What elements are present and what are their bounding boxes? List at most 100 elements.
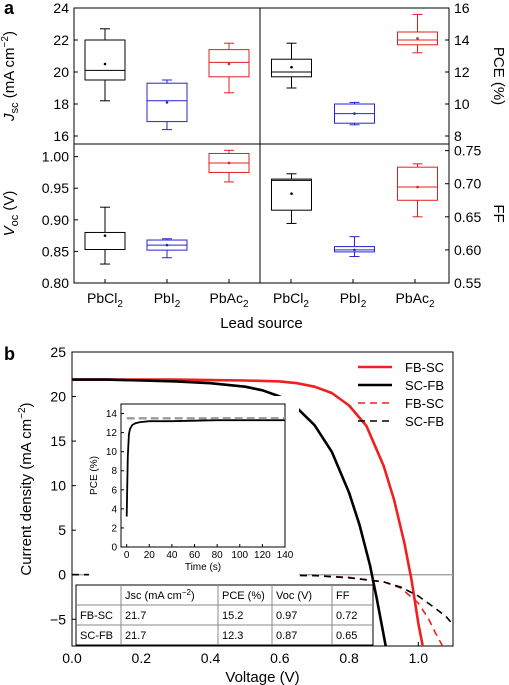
a-pce-ytick-label: 12 — [454, 64, 470, 80]
a-xtick-label-base: PbAc — [395, 290, 428, 306]
a-ff-ylabel: FF — [490, 204, 507, 222]
table-header-text: PCE (%) — [222, 590, 265, 602]
b-ylabel-exp: −2 — [17, 407, 28, 419]
b-xtick-label: 0.0 — [62, 650, 82, 666]
table-cell: 21.7 — [125, 610, 146, 622]
a-xtick-label: PbI2 — [154, 290, 181, 310]
panel-a-frame — [73, 7, 450, 284]
a-jsc-ytick-label: 24 — [53, 0, 69, 16]
table-cell: 0.87 — [276, 630, 297, 642]
b-ytick-label: −5 — [50, 611, 66, 627]
a-ff-ytick-label: 0.55 — [454, 275, 481, 291]
a-jsc-box — [146, 79, 188, 131]
a-ff-ytick-label: 0.70 — [454, 176, 481, 192]
a-ff-box — [334, 236, 375, 258]
legend-label: FB-SC — [405, 360, 444, 375]
a-xtick-label: PbI2 — [340, 290, 367, 310]
inset-xtick-label: 20 — [144, 550, 156, 561]
b-ytick-label: 25 — [50, 344, 66, 360]
inset-xlabel: Time (s) — [185, 562, 221, 573]
a-pce-ytick-label: 14 — [454, 32, 470, 48]
a-jsc-ytick-label: 16 — [53, 128, 69, 144]
a-jsc-ytick-label: 22 — [53, 32, 69, 48]
b-ytick-label: 15 — [50, 433, 66, 449]
a-voc-ylabel-main: V — [1, 224, 18, 236]
table-header-cell: PCE (%) — [222, 590, 265, 602]
inset-ytick-label: 2 — [111, 523, 117, 534]
inset-xtick-label: 0 — [124, 550, 130, 561]
table-cell: 15.2 — [222, 610, 243, 622]
a-voc-ylabel-sub: oc — [9, 214, 21, 226]
a-xtick-label-sub: 2 — [429, 299, 435, 310]
legend-label: FB-SC — [405, 396, 444, 411]
inset-xtick-label: 140 — [277, 550, 294, 561]
a-jsc-mean-marker — [227, 62, 231, 66]
table-header-text: FF — [336, 590, 350, 602]
table-cell: 0.72 — [336, 610, 357, 622]
a-ff-mean-marker — [416, 185, 419, 189]
a-jsc-iqr-box — [84, 39, 126, 81]
inset-ytick-label: 12 — [106, 428, 118, 439]
inset-pce-trace — [125, 419, 285, 517]
inset-xtick-label: 60 — [189, 550, 201, 561]
a-pce-box — [334, 101, 375, 126]
inset-ytick-label: 0 — [111, 543, 117, 554]
b-series-fb-sc-light-line — [72, 378, 425, 646]
a-ff-ytick-label: 0.65 — [454, 209, 481, 225]
panel-a: 16182022248101214160.800.850.900.951.000… — [0, 0, 507, 332]
b-xlabel: Voltage (V) — [225, 669, 299, 685]
a-pce-ytick-label: 10 — [454, 96, 470, 112]
a-pce-ylabel: PCE (%) — [490, 47, 507, 105]
a-xtick-label-sub: 2 — [303, 299, 309, 310]
a-xlabel: Lead source — [220, 315, 303, 332]
b-xtick-label: 0.4 — [201, 650, 221, 666]
a-ff-box — [271, 173, 312, 224]
a-ff-iqr-box — [271, 178, 312, 211]
a-voc-box — [208, 149, 250, 183]
b-ytick-label: 0 — [58, 567, 66, 583]
b-ylabel-close: ) — [18, 402, 35, 407]
inset-ytick-label: 8 — [111, 466, 117, 477]
a-jsc-ylabel-sub: sc — [9, 102, 21, 114]
a-pce-iqr-box — [397, 31, 438, 46]
table-header-cell: FF — [336, 590, 350, 602]
table-cell: 21.7 — [125, 630, 146, 642]
a-ff-mean-marker — [353, 248, 356, 252]
b-xtick-label: 0.2 — [132, 650, 152, 666]
a-xtick-label-base: PbCl — [87, 290, 117, 306]
inset-xtick-label: 80 — [212, 550, 224, 561]
a-xtick-label: PbAc2 — [395, 290, 434, 310]
table-cell: 0.65 — [336, 630, 357, 642]
b-ytick-label: 10 — [50, 478, 66, 494]
a-jsc-ylabel-main: J — [1, 113, 18, 122]
a-xtick-label-sub: 2 — [361, 299, 367, 310]
inset-xtick-label: 40 — [166, 550, 178, 561]
a-jsc-iqr-box — [208, 49, 250, 78]
a-jsc-mean-marker — [165, 101, 169, 104]
table-row-label: FB-SC — [80, 610, 113, 622]
a-jsc-ylabel-close: ) — [1, 31, 18, 36]
a-voc-ytick-label: 0.85 — [42, 243, 69, 259]
b-ylabel-main: Current density (mA cm — [18, 419, 35, 576]
a-xtick-label-base: PbCl — [273, 290, 303, 306]
a-xtick-label-sub: 2 — [175, 299, 181, 310]
a-xtick-label-base: PbI — [154, 290, 175, 306]
a-pce-mean-marker — [290, 65, 293, 69]
inset-xtick-label: 120 — [254, 550, 271, 561]
inset-ytick-label: 14 — [106, 409, 118, 420]
a-xtick-label: PbCl2 — [87, 290, 123, 310]
a-ff-box — [397, 163, 438, 218]
a-jsc-ylabel: Jsc (mA cm−2) — [0, 31, 21, 122]
b-ylabel: Current density (mA cm−2) — [17, 402, 35, 575]
a-xtick-label-sub: 2 — [117, 299, 123, 310]
a-voc-box — [84, 206, 126, 265]
a-voc-ytick-label: 0.90 — [42, 212, 69, 228]
a-ff-ytick-label: 0.60 — [454, 242, 481, 258]
a-voc-ytick-label: 0.80 — [42, 275, 69, 291]
b-ytick-label: 20 — [50, 389, 66, 405]
a-pce-box — [397, 13, 438, 54]
a-jsc-box — [84, 28, 126, 102]
inset-ytick-label: 10 — [106, 447, 118, 458]
